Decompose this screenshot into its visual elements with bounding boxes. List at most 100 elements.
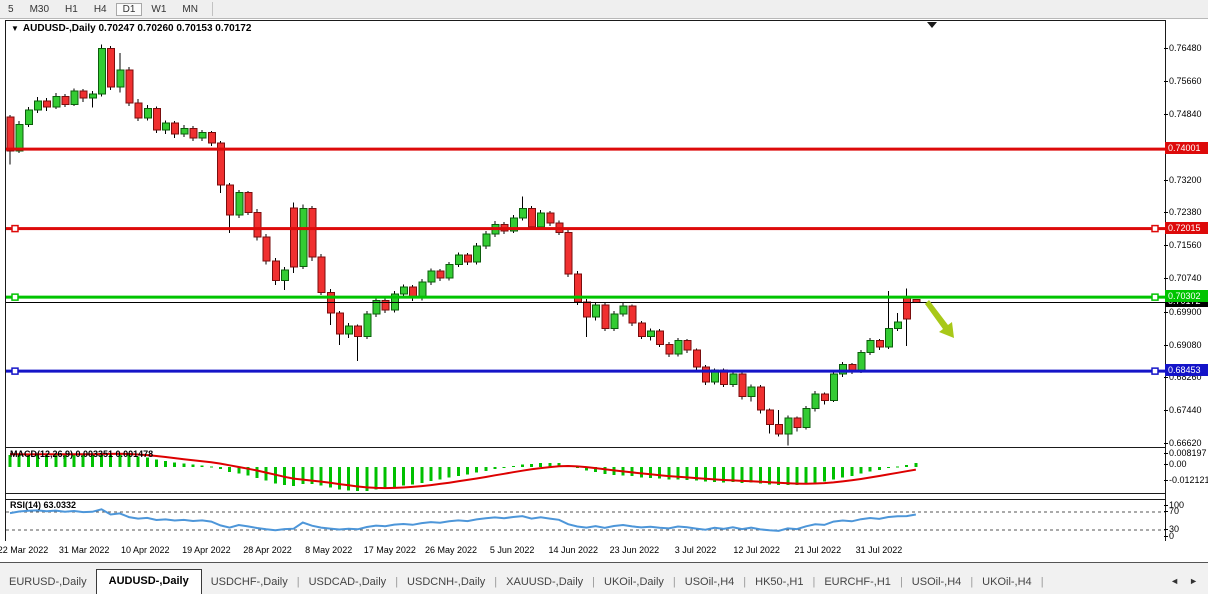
candle-body [381,299,390,311]
tab-scroll-left-icon[interactable]: ◄ [1170,576,1180,586]
rsi-line [9,508,917,532]
chart-window: ▼ AUDUSD-,Daily 0.70247 0.70260 0.70153 0… [5,20,1166,543]
chart-shift-marker[interactable] [927,22,937,28]
rsi-axis-label: 0 [1164,531,1174,541]
tf-button-d1[interactable]: D1 [115,2,143,16]
macd-histogram-bar [411,467,415,485]
macd-histogram-bar [17,455,21,467]
macd-histogram-bar [365,467,369,491]
axis-tick-mark [1164,179,1168,181]
tf-button-5[interactable]: 5 [8,3,14,15]
macd-histogram-bar [127,454,131,467]
y-axis-tick-label: 0.71560 [1164,240,1202,250]
hline-level-0.70302[interactable] [6,295,1165,299]
macd-histogram-bar [731,467,735,483]
tf-button-h4[interactable]: H4 [93,3,107,15]
hline-handle[interactable] [11,293,19,301]
tab-usdchf-daily[interactable]: USDCHF-,Daily [210,576,288,588]
candle-body [747,386,756,397]
candle-body [171,122,180,135]
macd-histogram-bar [90,454,94,467]
tab-audusd-daily[interactable]: AUDUSD-,Daily [95,569,202,594]
chart-symbol-label: AUDUSD-,Daily [22,23,96,34]
macd-histogram-bar [886,467,890,469]
hline-handle[interactable] [1151,224,1159,233]
axis-tick-mark [1164,480,1168,481]
tab-xauusd-daily[interactable]: XAUUSD-,Daily [506,576,584,588]
tab-separator: | [296,576,300,588]
candle-body [683,339,692,351]
tf-button-mn[interactable]: MN [182,3,198,15]
axis-tick-mark [1164,344,1168,346]
candle-body [637,322,646,337]
arrow-down-right-annotation[interactable] [925,300,954,338]
candle-body [226,184,235,216]
tf-button-h1[interactable]: H1 [65,3,78,15]
tab-ukoil-h4[interactable]: UKOil-,H4 [982,576,1032,588]
hline-price-tag: 0.70302 [1165,290,1208,303]
tab-usoil-h4[interactable]: USOil-,H4 [911,576,962,588]
axis-tick-mark [1164,81,1168,83]
y-axis-tick-label: 0.68260 [1164,372,1202,382]
macd-histogram-bar [347,467,351,491]
axis-tick-mark [1164,511,1168,512]
candle-body [665,343,674,355]
macd-histogram-bar [841,467,845,478]
x-axis-label: 3 Jul 2022 [674,545,717,555]
x-axis-label: 12 Jul 2022 [733,545,780,555]
hline-level-0.74001[interactable] [6,147,1165,151]
tab-usdcad-daily[interactable]: USDCAD-,Daily [308,576,387,588]
macd-histogram-bar [649,467,652,478]
tab-separator: | [1040,576,1044,588]
macd-histogram-bar [292,467,296,486]
hline-handle[interactable] [1151,367,1159,375]
macd-histogram-bar [594,467,598,472]
hline-handle[interactable] [11,224,19,233]
macd-histogram-bar [420,467,424,483]
macd-histogram-bar [447,467,451,478]
candle-body [116,69,125,88]
tab-hk50-h1[interactable]: HK50-,H1 [755,576,804,588]
axis-tick-mark [1164,464,1168,465]
hline-handle[interactable] [1151,293,1159,301]
tab-eurusd-daily[interactable]: EURUSD-,Daily [9,576,87,588]
macd-histogram-bar [877,467,881,471]
x-axis-label: 10 Apr 2022 [120,545,170,555]
candle-body [290,207,299,268]
macd-histogram-bar [713,467,717,482]
candle-body [189,127,198,139]
candle-body [134,102,143,119]
hline-level-0.72015[interactable] [6,227,1165,231]
x-axis-label: 19 Apr 2022 [182,545,231,555]
macd-histogram-bar [813,467,817,483]
macd-histogram-bar [749,467,753,483]
macd-histogram-bar [310,467,314,485]
macd-histogram-bar [658,467,662,479]
tf-button-m30[interactable]: M30 [29,3,50,15]
macd-histogram-bar [246,467,250,476]
candle-body [24,109,33,125]
macd-signal-line [9,452,917,490]
candle-body [88,93,97,99]
candle-body [216,142,225,186]
macd-histogram-bar [685,467,689,480]
macd-histogram-bar [209,466,213,468]
tab-scroll-right-icon[interactable]: ► [1189,576,1198,586]
chevron-down-icon[interactable]: ▼ [11,24,19,33]
tab-usdcnh-daily[interactable]: USDCNH-,Daily [407,576,486,588]
candle-body [765,409,774,425]
x-axis-label: 14 Jun 2022 [548,545,599,555]
symbol-tab-bar: EURUSD-,Daily AUDUSD-,Daily USDCHF-,Daily |… [0,562,1208,594]
tab-usoil-h4[interactable]: USOil-,H4 [684,576,735,588]
hline-level-0.68453[interactable] [6,369,1165,373]
tab-eurchf-h1[interactable]: EURCHF-,H1 [824,576,891,588]
tf-button-w1[interactable]: W1 [151,3,167,15]
macd-histogram-bar [484,467,488,471]
macd-histogram-bar [301,467,305,484]
y-axis-tick-label: 0.75660 [1164,76,1202,86]
candlestick-chart [6,22,1165,532]
tab-ukoil-daily[interactable]: UKOil-,Daily [604,576,664,588]
y-axis-tick-label: 0.70740 [1164,273,1202,283]
candle-body [244,191,253,213]
hline-handle[interactable] [11,367,19,375]
